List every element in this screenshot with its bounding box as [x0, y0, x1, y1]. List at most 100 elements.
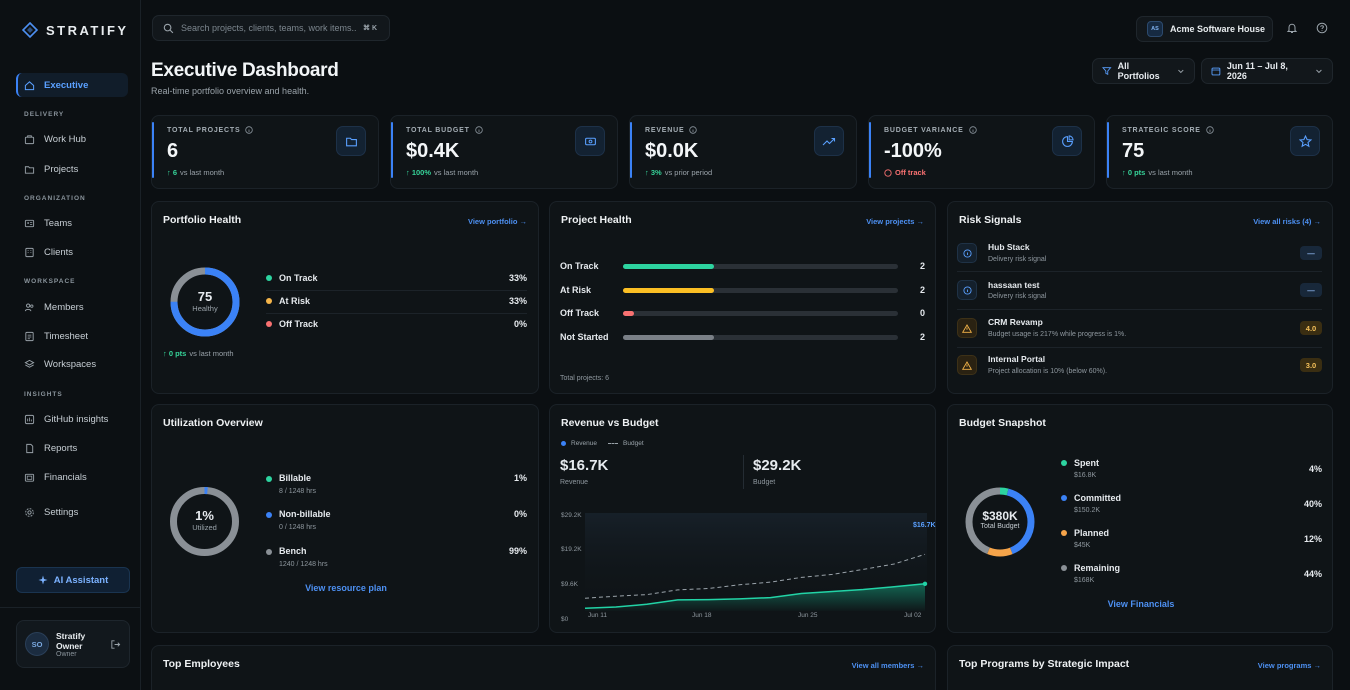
status-label: Off Track [560, 308, 600, 318]
legend-value: 33% [508, 273, 527, 283]
portfolio-filter[interactable]: All Portfolios [1092, 58, 1195, 84]
kpi-label: TOTAL PROJECTS [167, 126, 254, 134]
legend-value: 0% [513, 319, 527, 329]
utilization-donut [170, 487, 239, 556]
view-all-members-link[interactable]: View all members → [851, 661, 924, 670]
sidebar-item-clients[interactable]: Clients [16, 240, 128, 264]
revenue-total-label: Revenue [560, 479, 589, 486]
search-shortcut: ⌘ K [363, 25, 377, 32]
page-title: Executive Dashboard [151, 60, 339, 81]
legend-label: At Risk [279, 296, 311, 306]
revenue-end-point [922, 581, 928, 587]
kpi-accent [630, 122, 632, 178]
sidebar-item-label: GitHub insights [44, 413, 109, 425]
budget-percent: 40% [1303, 499, 1322, 509]
sidebar-item-members[interactable]: Members [16, 295, 128, 319]
sidebar-item-timesheet[interactable]: Timesheet [16, 324, 128, 348]
sidebar-item-work-hub[interactable]: Work Hub [16, 127, 128, 151]
logout-icon[interactable] [110, 639, 121, 650]
budget-total-label: Budget [753, 479, 776, 486]
view-programs-link[interactable]: View programs → [1257, 661, 1321, 670]
legend-dot-on-track [266, 275, 272, 281]
search-bar[interactable]: ⌘ K [152, 15, 390, 41]
timesheet-icon [25, 331, 34, 341]
sidebar-item-reports[interactable]: Reports [16, 436, 128, 460]
budget-amount: $150.2K [1074, 507, 1101, 514]
progress-bar [623, 264, 898, 269]
kpi-total-projects[interactable]: TOTAL PROJECTS 6 ↑ 6 vs last month [151, 115, 379, 189]
risk-title[interactable]: Internal Portal [988, 354, 1046, 364]
sidebar-section-workspace: WORKSPACE [24, 278, 76, 285]
legend-dot-non-billable [266, 512, 272, 518]
donut-center: 75 Healthy [192, 289, 218, 313]
revenue-line [584, 583, 926, 610]
org-switcher[interactable]: AS Acme Software House [1136, 16, 1273, 42]
sidebar-item-executive[interactable]: Executive [16, 73, 128, 97]
donut-segment-planned [965, 487, 1035, 557]
risk-title[interactable]: hassaan test [988, 280, 1040, 290]
page-subtitle: Real-time portfolio overview and health. [151, 86, 310, 96]
view-portfolio-link[interactable]: View portfolio → [467, 217, 527, 226]
logo-text: STRATIFY [46, 22, 129, 38]
y-tick-label: $29.2K [561, 512, 582, 519]
legend-dot-at-risk [266, 298, 272, 304]
warning-icon [957, 355, 977, 375]
top-programs-card: Top Programs by Strategic Impact View pr… [947, 645, 1333, 690]
sidebar-item-financials[interactable]: Financials [16, 465, 128, 489]
sidebar-item-label: Workspaces [44, 358, 97, 370]
search-input[interactable] [181, 23, 356, 33]
x-tick-label: Jun 18 [692, 612, 712, 619]
warning-icon [957, 318, 977, 338]
view-financials-link[interactable]: View Financials [1107, 599, 1175, 609]
logo[interactable]: STRATIFY [22, 22, 129, 38]
card-title: Utilization Overview [163, 417, 263, 429]
bell-icon[interactable] [1286, 22, 1298, 34]
user-card[interactable]: SO Stratify Owner Owner [16, 620, 130, 668]
sidebar-item-projects[interactable]: Projects [16, 157, 128, 181]
budget-percent: 44% [1303, 569, 1322, 579]
help-icon[interactable] [1316, 22, 1328, 34]
budget-percent: 12% [1303, 534, 1322, 544]
kpi-budget-variance[interactable]: BUDGET VARIANCE -100% Off track [868, 115, 1095, 189]
risk-title[interactable]: Hub Stack [988, 242, 1030, 252]
utilization-card: Utilization Overview 1% Utilized Billabl… [151, 404, 539, 633]
view-resource-plan-link[interactable]: View resource plan [305, 583, 387, 593]
view-projects-link[interactable]: View projects → [866, 217, 924, 226]
kpi-strategic-score[interactable]: STRATEGIC SCORE 75 ↑ 0 pts vs last month [1106, 115, 1333, 189]
info-icon [968, 126, 977, 134]
sidebar-item-workspaces[interactable]: Workspaces [16, 352, 128, 376]
portfolio-health-card: Portfolio Health View portfolio → 75 Hea… [151, 201, 539, 394]
ai-assistant-button[interactable]: AI Assistant [16, 567, 130, 593]
budget-amount: $168K [1074, 577, 1095, 584]
date-range-picker[interactable]: Jun 11 – Jul 8, 2026 [1201, 58, 1333, 84]
kpi-revenue[interactable]: REVENUE $0.0K ↑ 3% vs prior period [629, 115, 857, 189]
kpi-value: 6 [167, 140, 179, 162]
legend-dot-revenue [561, 441, 566, 446]
x-tick-label: Jun 25 [798, 612, 818, 619]
sidebar-item-settings[interactable]: Settings [16, 500, 128, 524]
org-name: Acme Software House [1170, 24, 1266, 34]
sparkle-icon [38, 575, 48, 585]
sidebar-section-organization: ORGANIZATION [24, 195, 86, 202]
sidebar-item-label: Members [44, 301, 84, 313]
github-icon [24, 414, 35, 424]
legend-dot-remaining [1061, 565, 1067, 571]
sidebar: STRATIFY Executive DELIVERY Work Hub Pro… [0, 0, 141, 690]
sidebar-item-teams[interactable]: Teams [16, 211, 128, 235]
card-title: Portfolio Health [163, 214, 242, 226]
row-divider [266, 290, 527, 291]
risk-desc: Budget usage is 217% while progress is 1… [988, 331, 1127, 338]
revenue-total: $16.7K [560, 457, 609, 474]
gear-icon [25, 507, 34, 517]
view-all-risks-link[interactable]: View all risks (4) → [1253, 217, 1321, 226]
legend-dot-committed [1061, 495, 1067, 501]
filter-icon [1102, 67, 1112, 76]
legend-dot-billable [266, 476, 272, 482]
budget-label: Planned [1074, 528, 1110, 538]
members-icon [24, 303, 34, 311]
x-tick-label: Jul 02 [904, 612, 922, 619]
risk-title[interactable]: CRM Revamp [988, 317, 1043, 327]
kpi-total-budget[interactable]: TOTAL BUDGET $0.4K ↑ 100% vs last month [390, 115, 618, 189]
sidebar-item-github-insights[interactable]: GitHub insights [16, 407, 128, 431]
alert-circle-icon [884, 168, 892, 177]
